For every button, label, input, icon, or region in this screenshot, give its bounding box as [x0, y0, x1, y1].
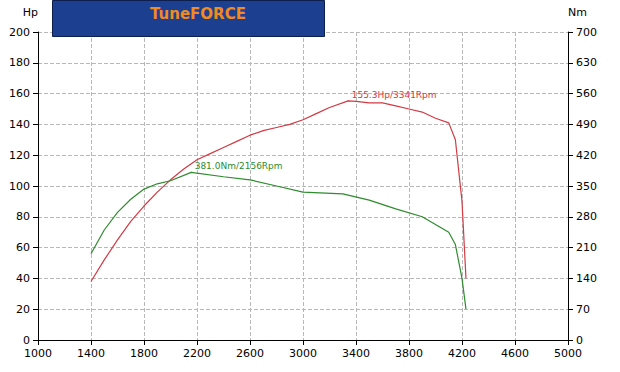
svg-text:350: 350: [576, 180, 597, 193]
svg-text:700: 700: [576, 26, 597, 39]
svg-text:40: 40: [16, 272, 30, 285]
svg-text:4600: 4600: [501, 347, 529, 360]
svg-text:2200: 2200: [183, 347, 211, 360]
svg-text:200: 200: [9, 26, 30, 39]
svg-text:Nm: Nm: [568, 6, 587, 19]
svg-text:0: 0: [576, 334, 583, 347]
svg-text:Hp: Hp: [23, 6, 38, 19]
svg-text:560: 560: [576, 87, 597, 100]
svg-text:3400: 3400: [342, 347, 370, 360]
svg-text:4200: 4200: [448, 347, 476, 360]
svg-text:5000: 5000: [554, 347, 582, 360]
svg-text:381.0Nm/2156Rpm: 381.0Nm/2156Rpm: [195, 161, 283, 171]
svg-text:155.3Hp/3341Rpm: 155.3Hp/3341Rpm: [352, 90, 437, 100]
svg-text:140: 140: [576, 272, 597, 285]
svg-text:80: 80: [16, 210, 30, 223]
svg-text:210: 210: [576, 241, 597, 254]
svg-text:20: 20: [16, 303, 30, 316]
svg-text:280: 280: [576, 210, 597, 223]
svg-text:140: 140: [9, 118, 30, 131]
svg-text:120: 120: [9, 149, 30, 162]
svg-text:1800: 1800: [130, 347, 158, 360]
svg-text:160: 160: [9, 87, 30, 100]
svg-text:2600: 2600: [236, 347, 264, 360]
svg-text:630: 630: [576, 56, 597, 69]
svg-text:420: 420: [576, 149, 597, 162]
svg-text:3800: 3800: [395, 347, 423, 360]
svg-text:3000: 3000: [289, 347, 317, 360]
svg-text:490: 490: [576, 118, 597, 131]
svg-text:60: 60: [16, 241, 30, 254]
svg-text:70: 70: [576, 303, 590, 316]
svg-text:0: 0: [23, 334, 30, 347]
svg-text:180: 180: [9, 56, 30, 69]
svg-text:100: 100: [9, 180, 30, 193]
svg-text:1400: 1400: [77, 347, 105, 360]
svg-text:1000: 1000: [24, 347, 52, 360]
svg-text:TuneFORCE: TuneFORCE: [150, 5, 246, 23]
